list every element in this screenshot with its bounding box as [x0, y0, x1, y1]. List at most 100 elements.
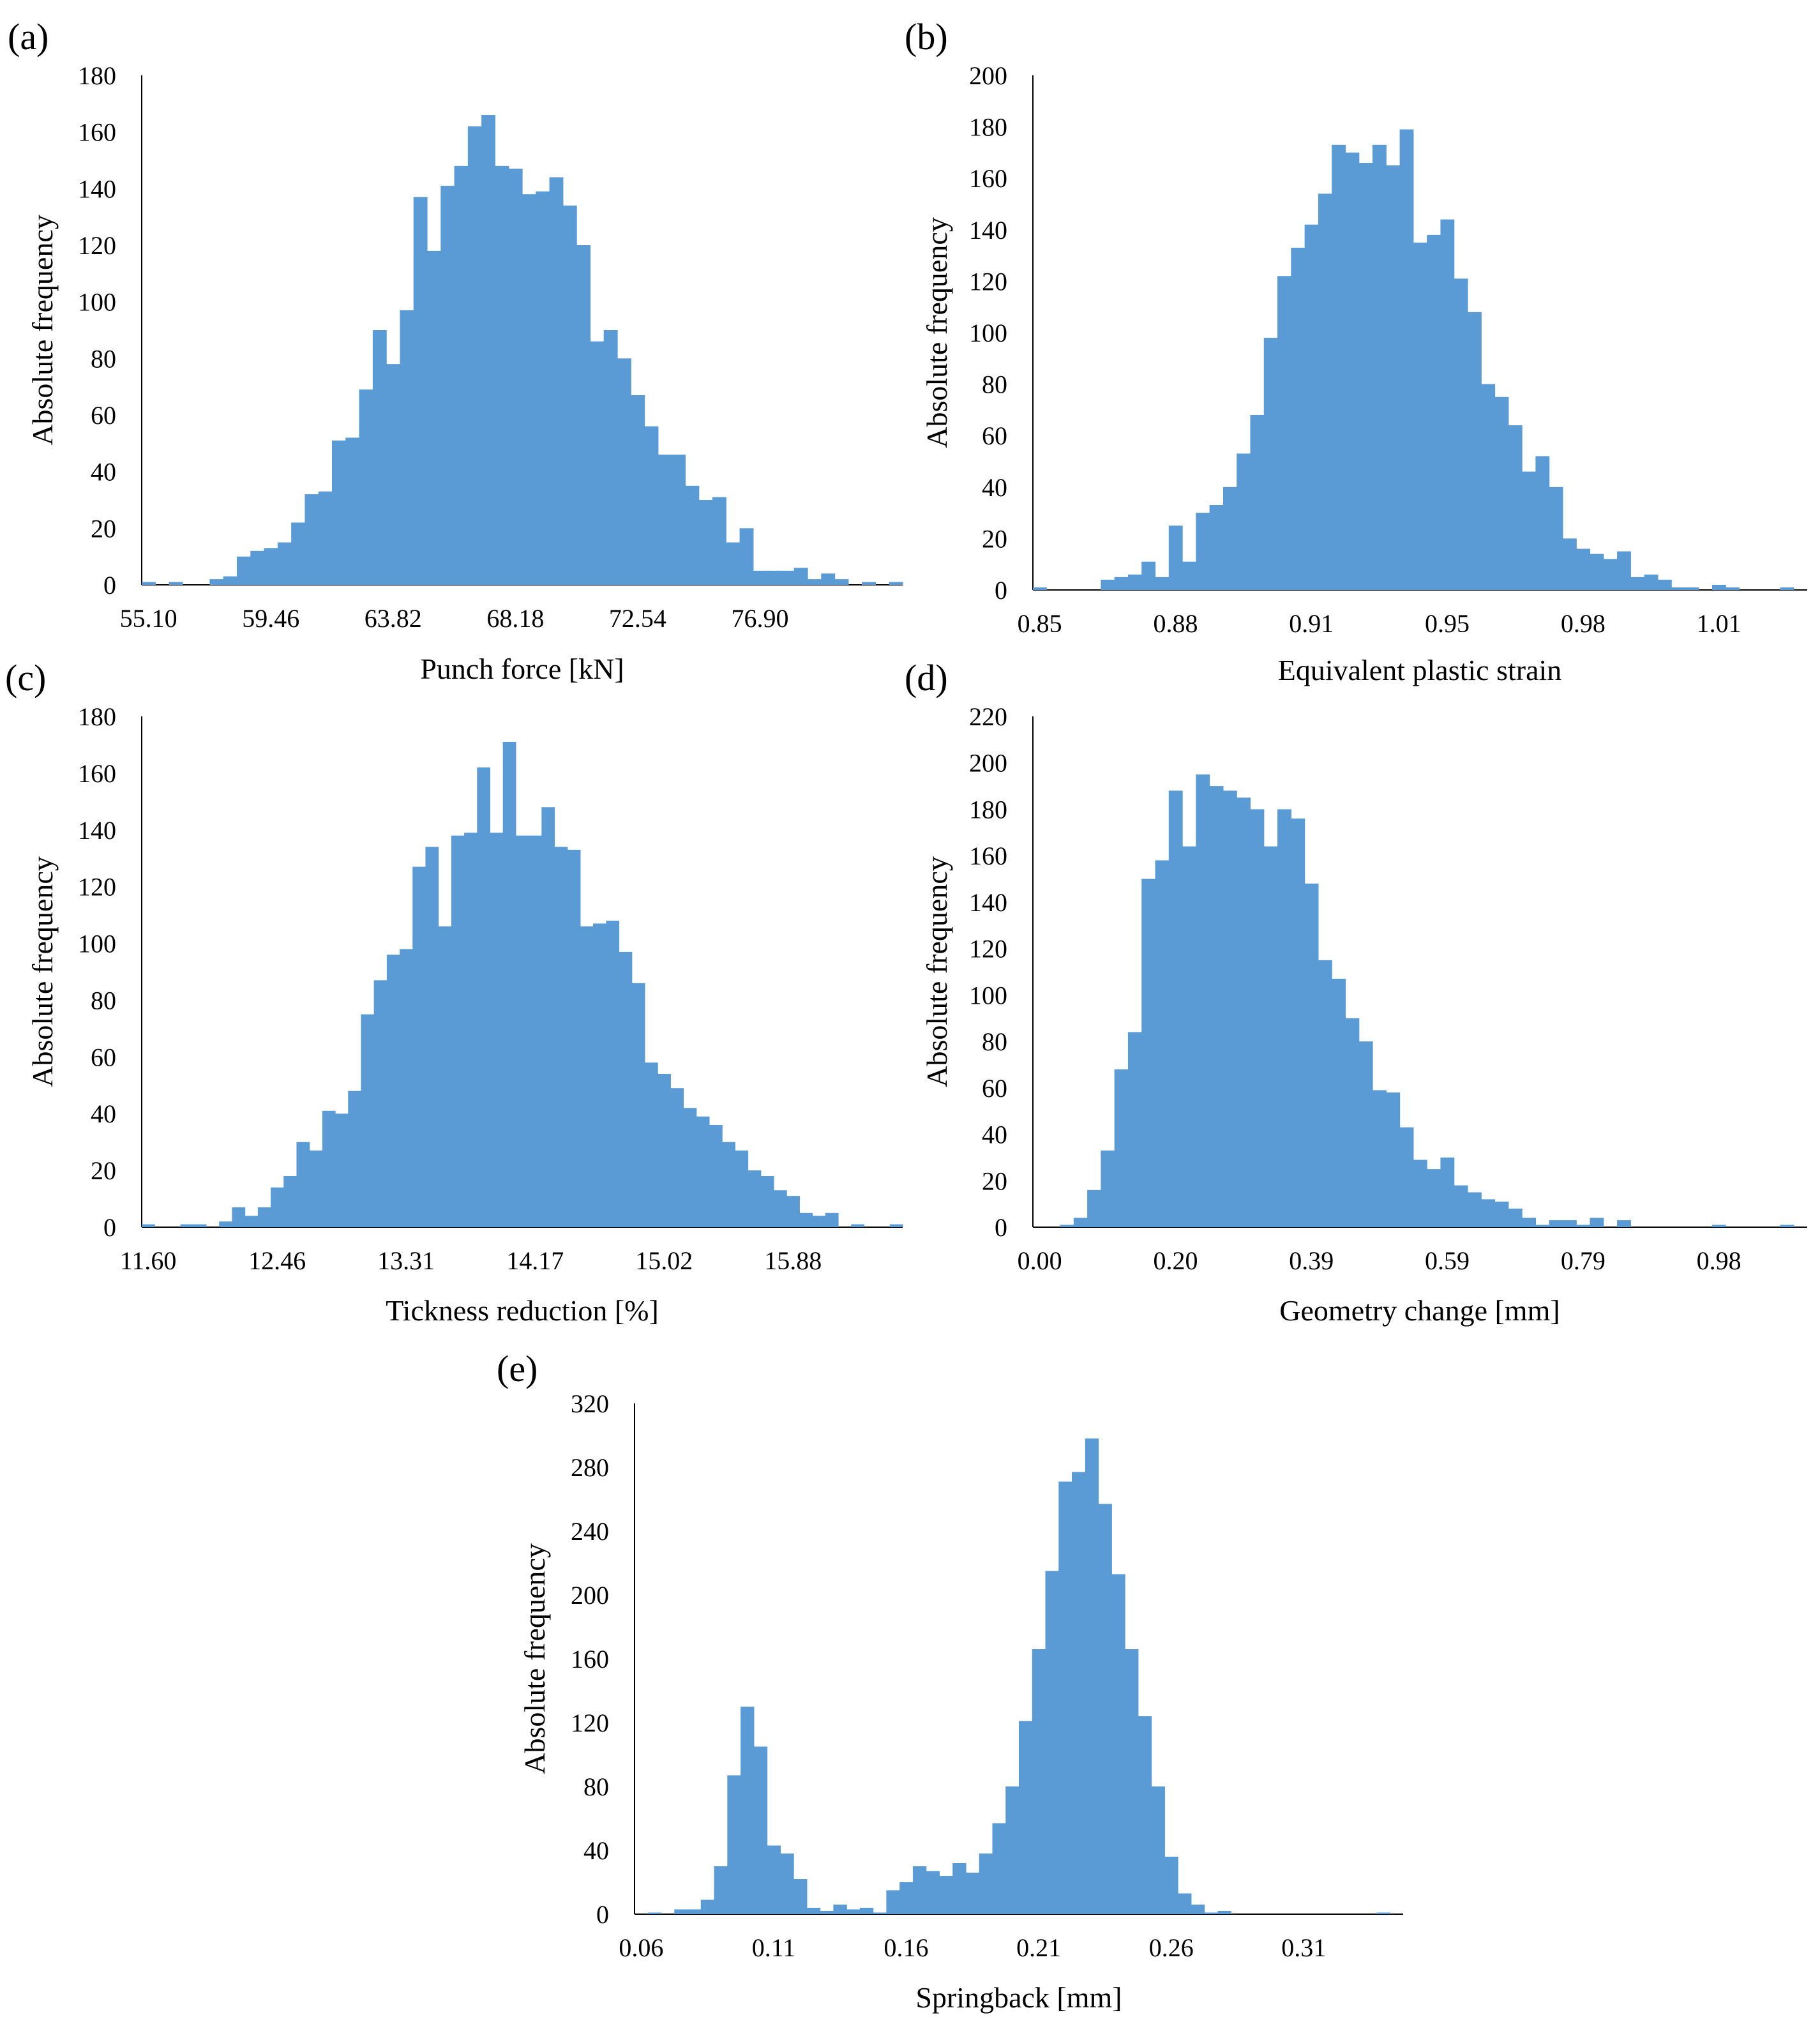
- panel-b-y-tick-label: 120: [969, 267, 1007, 296]
- panel-d-y-title: Absolute frequency: [921, 856, 953, 1087]
- panel-a-bar: [522, 194, 536, 585]
- panel-a-bar: [386, 364, 401, 585]
- panel-c-bar: [193, 1224, 207, 1227]
- panel-b-bar: [1535, 456, 1550, 590]
- panel-b-y-tick-label: 40: [982, 473, 1007, 502]
- panel-c-y-title: Absolute frequency: [26, 856, 59, 1087]
- panel-e-bar: [714, 1866, 728, 1914]
- panel-d-y-tick-label: 200: [969, 749, 1007, 778]
- panel-b-bar: [1182, 561, 1196, 590]
- panel-b-bar: [1644, 574, 1658, 590]
- panel-c-bar: [541, 807, 555, 1227]
- panel-c-y-tick-label: 40: [91, 1099, 116, 1128]
- panel-c-y-tick-label: 100: [78, 930, 116, 958]
- panel-b-y-tick-label: 80: [982, 370, 1007, 399]
- panel-a-y-tick-label: 40: [91, 458, 116, 487]
- panel-e-bar: [1058, 1481, 1072, 1914]
- panel-a: (a) 0 20 40 60 80 100 120 140 160 180 55.10 59.46 6…: [8, 16, 903, 685]
- panel-d-x-tick-label: 0.59: [1425, 1246, 1470, 1275]
- panel-a-bar: [305, 494, 319, 585]
- panel-c-bar: [400, 949, 413, 1227]
- panel-c-y-tick-label: 120: [78, 873, 116, 902]
- panel-e-bar: [846, 1909, 861, 1914]
- panel-b-bar: [1250, 414, 1265, 590]
- panel-d-y-ticks: 0 20 40 60 80 100 120 140 160 180 200 220: [969, 702, 1007, 1242]
- panel-c-bar: [722, 1142, 735, 1227]
- panel-e-bar: [806, 1908, 821, 1914]
- panel-a-bar: [237, 556, 251, 585]
- panel-d-bar: [1291, 819, 1305, 1227]
- panel-c-bar: [386, 955, 400, 1227]
- panel-c-y-ticks: 0 20 40 60 80 100 120 140 160 180: [78, 702, 116, 1242]
- panel-a-x-title: Punch force [kN]: [420, 653, 624, 685]
- panel-c-bar: [670, 1088, 684, 1227]
- panel-c-x-title: Tickness reduction [%]: [386, 1294, 659, 1327]
- panel-d-bar: [1168, 790, 1183, 1227]
- panel-d-bar: [1373, 1090, 1387, 1227]
- panel-c-bar: [644, 1062, 658, 1227]
- panel-c-y-tick-label: 60: [91, 1043, 116, 1071]
- panel-b-x-title: Equivalent plastic strain: [1278, 654, 1562, 686]
- panel-b-bar: [1630, 577, 1645, 590]
- panel-e-x-tick-label: 0.31: [1281, 1933, 1326, 1962]
- panel-a-y-tick-label: 100: [78, 288, 116, 317]
- panel-d-y-tick-label: 160: [969, 842, 1007, 870]
- panel-b-bar: [1726, 587, 1740, 590]
- panel-b-bar: [1155, 577, 1169, 590]
- panel-b-bar: [1671, 587, 1686, 590]
- panel-b-bar: [1549, 487, 1563, 590]
- panel-e-x-tick-label: 0.06: [619, 1933, 663, 1962]
- panel-b-bar: [1209, 505, 1224, 590]
- panel-e-bar: [833, 1905, 847, 1914]
- panel-c-bar: [322, 1110, 336, 1227]
- panel-c-y-tick-label: 80: [91, 986, 116, 1015]
- panel-c-y-tick-label: 160: [78, 759, 116, 788]
- panel-e-bar: [859, 1908, 874, 1914]
- panel-e-bar: [1032, 1649, 1046, 1914]
- panel-e-bar: [1045, 1571, 1059, 1914]
- panel-d-bar: [1073, 1218, 1088, 1227]
- panel-e-bar: [700, 1899, 715, 1914]
- panel-d-bar: [1304, 883, 1319, 1227]
- panel-a-y-tick-label: 80: [91, 344, 116, 373]
- panel-c-bar: [438, 926, 452, 1227]
- panel-a-bar: [481, 115, 496, 585]
- panel-d-bar: [1277, 809, 1291, 1227]
- panel-a-bar: [264, 548, 278, 585]
- panel-c-bar: [348, 1091, 362, 1227]
- panel-c-y-tick-label: 180: [78, 702, 116, 731]
- panel-a-bar: [359, 389, 373, 585]
- panel-e-y-tick-label: 40: [583, 1836, 609, 1865]
- panel-e: (e) 0 40 80 120 160 200 240 280 320 0.06 0.11 0.16…: [497, 1348, 1403, 2014]
- panel-b-bar: [1101, 579, 1115, 590]
- panel-d-bar: [1101, 1151, 1115, 1227]
- panel-d-y-tick-label: 0: [995, 1213, 1007, 1242]
- panel-e-bar: [899, 1882, 914, 1914]
- panel-e-bar: [1178, 1893, 1192, 1914]
- panel-e-bar: [912, 1866, 927, 1914]
- panel-a-bars: [142, 115, 903, 585]
- panel-d-bar: [1590, 1218, 1604, 1227]
- panel-a-bar: [440, 185, 455, 585]
- panel-d-y-tick-label: 20: [982, 1167, 1007, 1195]
- panel-b-bar: [1712, 584, 1726, 590]
- panel-a-x-ticks: 55.10 59.46 63.82 68.18 72.54 76.90: [120, 604, 789, 633]
- panel-e-x-tick-label: 0.11: [752, 1933, 796, 1962]
- panel-c-bar: [425, 847, 439, 1227]
- panel-d-x-tick-label: 0.79: [1561, 1246, 1606, 1275]
- panel-c-bar: [760, 1176, 774, 1227]
- panel-c-x-tick-label: 12.46: [248, 1246, 306, 1275]
- panel-e-bar: [793, 1879, 808, 1914]
- panel-a-x-tick-label: 68.18: [486, 604, 544, 633]
- panel-c-bar: [490, 833, 504, 1227]
- panel-d-bar: [1196, 774, 1210, 1227]
- panel-a-y-ticks: 0 20 40 60 80 100 120 140 160 180: [78, 61, 116, 600]
- panel-d-y-tick-label: 60: [982, 1074, 1007, 1103]
- panel-e-y-tick-label: 120: [571, 1709, 609, 1737]
- panel-e-bar: [820, 1911, 834, 1914]
- panel-b-bar: [1467, 312, 1482, 590]
- panel-a-bar: [726, 542, 741, 585]
- panel-a-bar: [834, 579, 849, 585]
- panel-b-bar: [1237, 453, 1251, 590]
